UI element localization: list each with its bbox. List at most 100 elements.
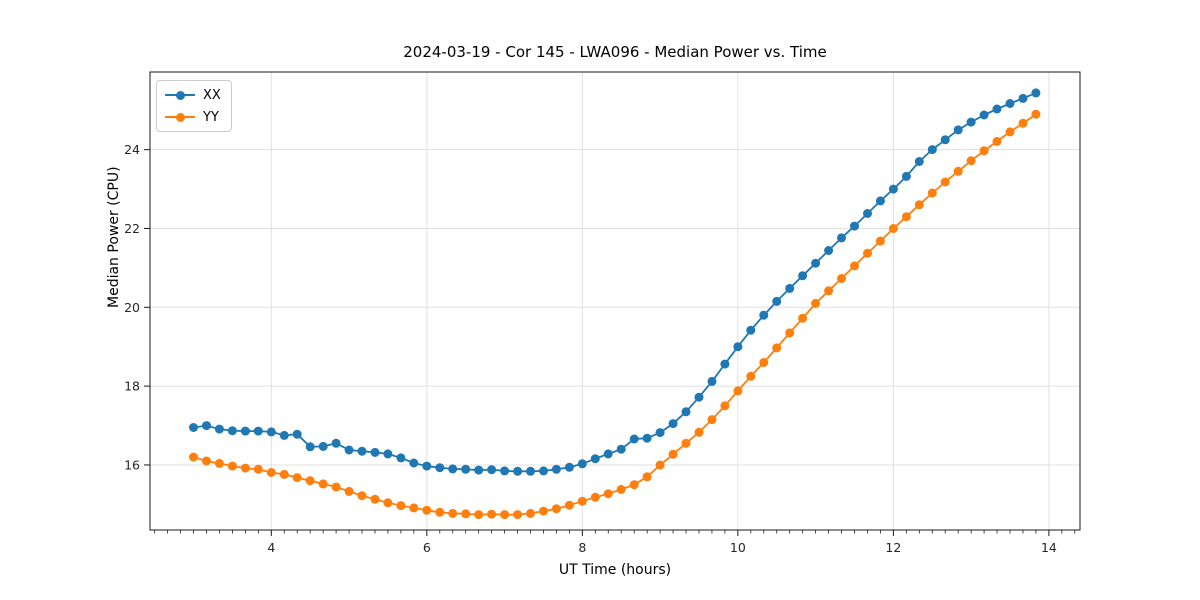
data-point-XX [577, 459, 587, 469]
data-point-YY [811, 298, 821, 308]
data-point-XX [357, 446, 367, 456]
data-point-YY [901, 212, 911, 222]
data-point-YY [189, 452, 198, 462]
data-point-XX [370, 447, 380, 457]
data-point-YY [1031, 109, 1041, 119]
legend-item-XX: XX [165, 86, 221, 104]
legend-marker-icon [165, 112, 195, 122]
data-point-XX [785, 283, 795, 293]
data-point-XX [629, 434, 639, 444]
data-point-YY [668, 449, 678, 459]
data-point-YY [603, 489, 613, 499]
data-point-YY [448, 508, 458, 518]
data-point-XX [616, 444, 626, 454]
data-point-YY [655, 460, 665, 470]
data-point-YY [720, 401, 730, 411]
data-point-YY [474, 510, 484, 520]
data-point-XX [901, 171, 911, 181]
data-point-XX [240, 426, 250, 436]
data-point-YY [759, 358, 769, 367]
x-tick-label: 10 [730, 540, 746, 555]
data-point-XX [979, 110, 989, 120]
data-point-YY [824, 286, 834, 296]
data-point-XX [759, 310, 769, 320]
data-point-XX [189, 423, 198, 432]
data-point-XX [526, 466, 535, 476]
data-point-YY [927, 188, 937, 198]
data-point-XX [409, 458, 419, 468]
data-point-XX [318, 441, 328, 451]
data-point-XX [603, 449, 613, 459]
data-point-XX [642, 433, 652, 443]
data-point-XX [992, 104, 1002, 114]
data-point-YY [577, 496, 587, 506]
legend-label: XX [203, 87, 221, 103]
data-point-YY [227, 461, 237, 471]
legend: XX YY [156, 80, 232, 132]
data-point-YY [863, 248, 872, 258]
data-point-YY [513, 510, 523, 520]
data-point-XX [733, 342, 743, 352]
data-point-YY [539, 506, 548, 516]
data-point-XX [655, 428, 665, 438]
data-point-XX [694, 392, 704, 402]
data-point-YY [1018, 118, 1028, 128]
data-point-YY [318, 479, 328, 489]
data-point-YY [940, 177, 950, 187]
data-point-YY [383, 498, 393, 508]
data-point-YY [396, 501, 406, 511]
x-tick-label: 4 [267, 540, 275, 555]
data-point-XX [539, 466, 548, 476]
plot-border [149, 71, 1081, 531]
data-point-XX [940, 135, 950, 145]
data-point-YY [837, 274, 846, 283]
data-point-XX [383, 449, 393, 459]
data-point-YY [979, 146, 989, 156]
legend-label: YY [203, 109, 219, 125]
data-point-XX [214, 424, 224, 434]
data-point-XX [668, 419, 678, 429]
data-point-XX [1031, 88, 1041, 98]
data-point-XX [435, 463, 445, 473]
data-point-YY [214, 458, 224, 468]
data-point-YY [772, 343, 782, 353]
x-tick-label: 8 [578, 540, 586, 555]
data-point-XX [927, 145, 937, 155]
data-point-YY [850, 261, 859, 271]
data-point-XX [888, 184, 898, 194]
data-point-YY [331, 482, 341, 492]
x-axis-label: UT Time (hours) [558, 562, 672, 578]
data-point-YY [642, 472, 652, 482]
data-point-XX [474, 465, 484, 475]
y-tick-label: 16 [124, 457, 140, 472]
data-point-YY [370, 494, 380, 504]
data-point-YY [551, 504, 561, 514]
data-point-YY [357, 491, 367, 501]
data-point-YY [629, 480, 639, 490]
data-point-YY [746, 371, 756, 381]
data-point-XX [811, 258, 821, 268]
data-point-YY [487, 509, 497, 519]
x-tick-label: 6 [423, 540, 431, 555]
data-point-XX [331, 438, 341, 448]
data-point-XX [966, 117, 976, 127]
data-point-XX [681, 407, 691, 417]
data-point-XX [292, 429, 302, 439]
data-point-XX [551, 464, 561, 474]
data-point-YY [305, 476, 315, 486]
data-point-YY [202, 456, 211, 466]
data-point-YY [422, 505, 432, 515]
data-point-YY [707, 415, 717, 425]
data-point-YY [953, 166, 963, 176]
data-point-YY [914, 200, 924, 210]
data-point-XX [344, 445, 354, 455]
data-point-XX [850, 221, 859, 231]
data-point-YY [461, 509, 471, 519]
data-point-YY [1005, 127, 1015, 137]
data-point-YY [992, 136, 1002, 146]
data-point-XX [253, 426, 263, 436]
data-point-XX [564, 462, 574, 472]
data-point-XX [396, 453, 406, 463]
